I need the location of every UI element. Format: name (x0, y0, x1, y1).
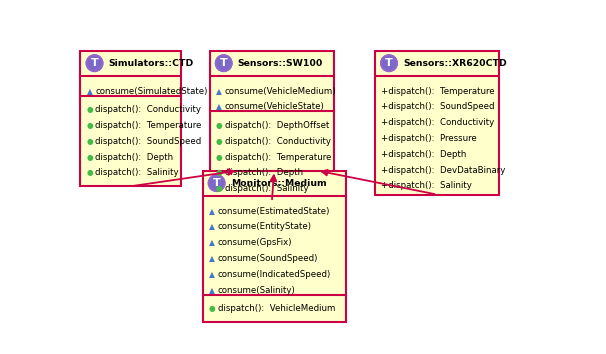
Text: dispatch():  Conductivity: dispatch(): Conductivity (96, 105, 201, 114)
Text: ▲: ▲ (87, 87, 93, 96)
Text: +dispatch():  Pressure: +dispatch(): Pressure (381, 134, 477, 143)
Text: dispatch():  Depth: dispatch(): Depth (225, 169, 303, 177)
Text: consume(EntityState): consume(EntityState) (218, 222, 311, 232)
Text: ●: ● (216, 137, 222, 146)
Text: ▲: ▲ (208, 286, 215, 295)
Text: ●: ● (208, 304, 215, 313)
Text: dispatch():  Salinity: dispatch(): Salinity (225, 184, 308, 193)
FancyBboxPatch shape (81, 51, 181, 186)
Text: T: T (220, 58, 228, 68)
Text: Sensors::SW100: Sensors::SW100 (238, 59, 323, 68)
Text: consume(SimulatedState): consume(SimulatedState) (96, 87, 208, 96)
Text: consume(SoundSpeed): consume(SoundSpeed) (218, 254, 318, 263)
Text: consume(VehicleMedium): consume(VehicleMedium) (225, 87, 336, 96)
Text: dispatch():  DepthOffset: dispatch(): DepthOffset (225, 121, 329, 130)
FancyBboxPatch shape (375, 51, 499, 195)
Text: T: T (385, 58, 393, 68)
Text: ●: ● (87, 137, 93, 146)
Text: dispatch():  SoundSpeed: dispatch(): SoundSpeed (96, 137, 202, 146)
Text: +dispatch():  Conductivity: +dispatch(): Conductivity (381, 118, 494, 127)
Text: +dispatch():  DevDataBinary: +dispatch(): DevDataBinary (381, 166, 505, 175)
Text: dispatch():  Temperature: dispatch(): Temperature (96, 121, 202, 130)
Text: ▲: ▲ (208, 238, 215, 247)
Text: ●: ● (216, 169, 222, 177)
Text: consume(IndicatedSpeed): consume(IndicatedSpeed) (218, 270, 331, 279)
Text: Monitors::Medium: Monitors::Medium (231, 179, 327, 188)
FancyBboxPatch shape (210, 51, 334, 202)
Ellipse shape (216, 55, 232, 72)
Text: ▲: ▲ (208, 270, 215, 279)
Text: consume(EstimatedState): consume(EstimatedState) (218, 206, 330, 216)
Text: +dispatch():  Depth: +dispatch(): Depth (381, 150, 467, 159)
Text: T: T (91, 58, 98, 68)
Text: ▲: ▲ (208, 206, 215, 216)
Text: T: T (213, 178, 221, 188)
Text: Simulators::CTD: Simulators::CTD (108, 59, 194, 68)
Text: ●: ● (216, 153, 222, 161)
Text: dispatch():  Temperature: dispatch(): Temperature (225, 153, 331, 161)
Text: +dispatch():  SoundSpeed: +dispatch(): SoundSpeed (381, 102, 494, 112)
FancyBboxPatch shape (202, 171, 346, 322)
Text: ●: ● (87, 105, 93, 114)
Text: ▲: ▲ (208, 254, 215, 263)
Text: ●: ● (87, 121, 93, 130)
Text: +dispatch():  Salinity: +dispatch(): Salinity (381, 182, 472, 190)
Text: consume(Salinity): consume(Salinity) (218, 286, 295, 295)
Text: dispatch():  Conductivity: dispatch(): Conductivity (225, 137, 331, 146)
Text: consume(VehicleState): consume(VehicleState) (225, 102, 324, 112)
Text: ●: ● (216, 184, 222, 193)
Text: dispatch():  VehicleMedium: dispatch(): VehicleMedium (218, 304, 335, 313)
Text: ▲: ▲ (216, 102, 222, 112)
Ellipse shape (208, 175, 225, 191)
Text: dispatch():  Salinity: dispatch(): Salinity (96, 169, 179, 177)
Text: ●: ● (87, 169, 93, 177)
Text: consume(GpsFix): consume(GpsFix) (218, 238, 292, 247)
Text: ●: ● (216, 121, 222, 130)
Text: ▲: ▲ (208, 222, 215, 232)
Text: dispatch():  Depth: dispatch(): Depth (96, 153, 173, 161)
Ellipse shape (381, 55, 397, 72)
Text: ●: ● (87, 153, 93, 161)
Text: ▲: ▲ (216, 87, 222, 96)
Ellipse shape (87, 55, 102, 72)
Text: +dispatch():  Temperature: +dispatch(): Temperature (381, 87, 494, 96)
Text: Sensors::XR620CTD: Sensors::XR620CTD (403, 59, 507, 68)
